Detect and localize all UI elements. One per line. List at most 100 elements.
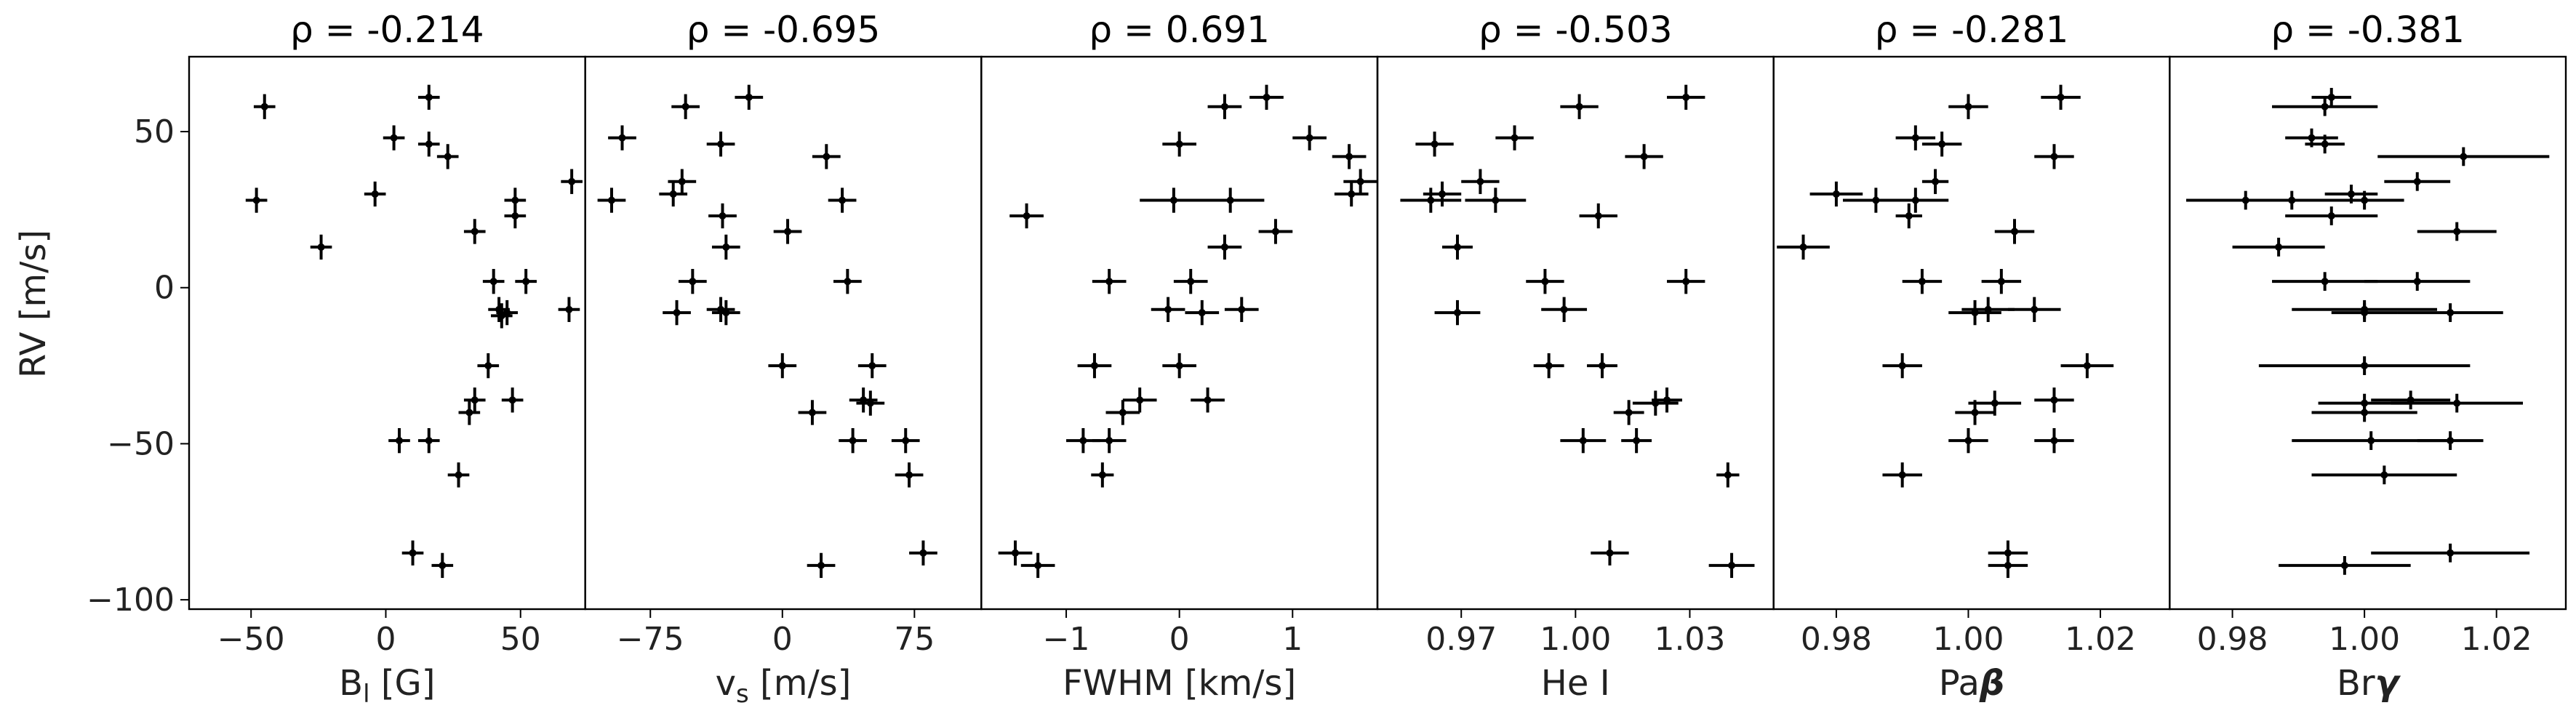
data-point <box>1988 552 2028 579</box>
point-marker <box>905 471 913 479</box>
point-marker <box>778 362 786 370</box>
data-point <box>1579 203 1617 229</box>
point-marker <box>902 437 910 445</box>
data-point <box>1716 462 1740 488</box>
point-marker <box>2241 196 2249 204</box>
data-point <box>2272 272 2378 291</box>
data-point <box>1895 203 1922 229</box>
point-marker <box>439 561 447 569</box>
point-marker <box>1964 437 1972 445</box>
x-tick-label: 1.02 <box>2065 621 2136 658</box>
data-point <box>417 84 440 110</box>
point-marker <box>607 196 615 204</box>
point-marker <box>484 362 492 370</box>
point-marker <box>2321 140 2329 148</box>
point-marker <box>1238 305 1246 313</box>
point-marker <box>1898 362 1906 370</box>
data-point <box>706 132 735 157</box>
data-point <box>2364 272 2471 291</box>
data-point <box>1994 219 2035 244</box>
x-axis-label: He I <box>1541 663 1610 704</box>
data-point <box>1948 427 1988 454</box>
data-point <box>1809 181 1863 207</box>
data-point <box>1667 84 1705 110</box>
point-marker <box>1226 196 1234 204</box>
data-point <box>807 552 836 579</box>
point-marker <box>1984 305 1992 313</box>
y-tick-label: 0 <box>154 270 175 307</box>
data-point <box>828 188 857 213</box>
point-marker <box>565 305 573 313</box>
data-point <box>1495 125 1534 150</box>
point-marker <box>2275 243 2283 251</box>
x-tick-label: 50 <box>500 621 541 658</box>
data-point <box>735 84 764 110</box>
data-point <box>891 427 920 454</box>
point-marker <box>823 153 831 161</box>
point-marker <box>1575 102 1583 110</box>
data-point <box>1621 427 1652 454</box>
data-point <box>1092 427 1127 454</box>
data-point <box>839 427 867 454</box>
x-tick-label: 0.98 <box>1801 621 1872 658</box>
point-marker <box>425 140 433 148</box>
data-point <box>1948 94 1988 119</box>
x-tick-label: −1 <box>1043 621 1090 658</box>
x-axis-label: Brγ <box>2337 663 2401 704</box>
x-axis-label: Paβ <box>1939 663 2005 704</box>
data-point <box>1105 400 1140 425</box>
data-point <box>849 387 878 413</box>
point-marker <box>1023 212 1031 220</box>
data-point <box>2311 465 2457 485</box>
data-point <box>417 427 440 454</box>
data-point <box>561 169 583 194</box>
data-point <box>477 353 500 379</box>
point-marker <box>2321 102 2329 110</box>
x-tick-label: 1 <box>1282 621 1303 658</box>
data-point <box>463 219 486 244</box>
point-marker <box>1541 278 1549 286</box>
point-marker <box>1098 471 1106 479</box>
data-point <box>401 540 424 566</box>
data-point <box>253 94 276 119</box>
point-marker <box>1079 437 1087 445</box>
point-marker <box>1431 140 1439 148</box>
data-point <box>1292 125 1327 150</box>
data-point <box>515 268 537 294</box>
point-marker <box>919 549 927 557</box>
point-marker <box>2453 228 2461 236</box>
data-point <box>417 132 440 157</box>
y-tick-label: −50 <box>107 425 175 462</box>
data-point <box>833 268 862 294</box>
data-point <box>2034 427 2074 454</box>
data-point <box>436 144 459 169</box>
point-marker <box>745 93 753 101</box>
data-point <box>431 552 454 579</box>
data-point <box>1882 353 1922 379</box>
data-point <box>1334 181 1369 207</box>
data-point <box>597 188 626 213</box>
point-marker <box>2361 362 2369 370</box>
point-marker <box>1204 396 1212 404</box>
data-point <box>2371 543 2530 563</box>
panel-frame <box>584 55 983 611</box>
point-marker <box>1511 134 1519 142</box>
point-marker <box>817 561 825 569</box>
x-tick-label: 0 <box>772 621 793 658</box>
panel-4: ρ = -0.503 0.97 1.00 1.03 He I <box>1376 9 1775 704</box>
data-point <box>2041 84 2081 110</box>
data-point <box>482 268 505 294</box>
point-marker <box>371 190 379 198</box>
point-marker <box>722 309 730 317</box>
data-point <box>2311 403 2417 422</box>
data-point <box>1526 268 1564 294</box>
point-marker <box>260 102 268 110</box>
data-point <box>768 353 797 379</box>
data-point <box>496 299 519 326</box>
data-point <box>1461 169 1500 194</box>
x-tick-label: 1.03 <box>1654 621 1725 658</box>
point-marker <box>673 309 681 317</box>
data-point <box>909 540 937 566</box>
data-point <box>856 390 885 416</box>
point-marker <box>471 228 479 236</box>
